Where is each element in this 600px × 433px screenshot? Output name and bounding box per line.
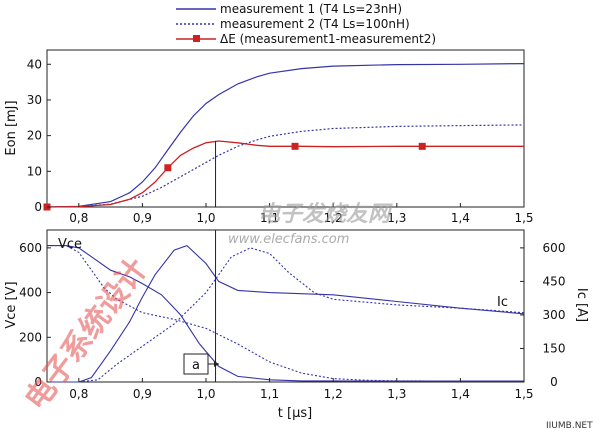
legend: measurement 1 (T4 Ls=23nH) measurement 2… [176,2,436,46]
bottom-x-tick-label: 1,1 [260,387,279,401]
bottom-y-tick-label: 0 [34,375,42,389]
bottom-panel-frame [46,229,525,383]
bottom-series-line-3 [47,244,525,383]
bottom-series-line-4 [47,247,525,383]
top-x-tick-label: 1,4 [451,211,470,225]
bottom-y-right-tick-label: 300 [543,308,566,322]
bottom-x-tick-label: 0,9 [133,387,152,401]
top-x-tick-label: 1,0 [196,211,215,225]
bottom-y-axis-label: Vce [V] [4,281,19,328]
top-series-line-2 [46,124,525,208]
legend-m1-label: measurement 1 (T4 Ls=23nH) [220,2,402,16]
bottom-series-line-2 [47,245,524,382]
top-y-tick-label: 30 [27,93,42,107]
bottom-x-tick-label: 1,4 [451,387,470,401]
top-x-tick-label: 1,2 [324,211,343,225]
top-series-marker [164,164,172,172]
bottom-x-tick-label: 1,0 [196,387,215,401]
bottom-plot [47,230,525,383]
watermark-corner: IIUMB.NET [546,421,593,431]
top-plot [43,63,525,211]
top-panel-frame [46,49,525,208]
bottom-y-tick-label: 400 [19,286,42,300]
top-y-tick-label: 0 [34,200,42,214]
top-x-tick-label: 0,9 [133,211,152,225]
bottom-x-tick-label: 1,3 [387,387,406,401]
bottom-axis-ticks: 0,8 0,9 1,0 1,1 1,2 1,3 1,4 1,5 0 200 400 600 0 150 30… [19,241,565,401]
top-x-tick-label: 0,8 [69,211,88,225]
bottom-x-axis-label: t [µs] [278,406,312,421]
vce-curve-label: Vce [58,237,82,252]
bottom-x-tick-label: 1,5 [514,387,533,401]
top-y-tick-label: 10 [27,164,42,178]
top-series-marker [418,142,426,150]
bottom-x-tick-label: 0,8 [69,387,88,401]
top-y-tick-label: 40 [27,57,42,71]
top-x-tick-label: 1,1 [260,211,279,225]
top-series-line-1 [46,63,525,208]
top-series-marker [291,142,299,150]
bottom-y-right-tick-label: 0 [550,375,558,389]
watermark-site-cn: 电子发烧友网 [258,201,393,227]
bottom-series-line-1 [47,245,524,382]
cursor-annotation-label: a [192,358,200,373]
bottom-x-tick-label: 1,2 [324,387,343,401]
legend-de-marker [193,35,200,42]
bottom-y-tick-label: 600 [19,241,42,255]
legend-m2-label: measurement 2 (T4 Ls=100nH) [220,17,410,31]
bottom-y-right-tick-label: 150 [543,341,566,355]
bottom-y-right-tick-label: 600 [543,241,566,255]
bottom-y-right-tick-label: 450 [543,274,566,288]
ic-curve-label: Ic [497,295,508,310]
bottom-y-right-axis-label: Ic [A] [574,288,589,322]
cursor-annotation: a [183,353,219,375]
watermark-site: www.elecfans.com [228,232,349,247]
top-axis-ticks: 0,8 0,9 1,0 1,1 1,2 1,3 1,4 1,5 0 10 20 30 40 [27,57,534,225]
bottom-y-tick-label: 200 [19,330,42,344]
top-y-axis-label: Eon [mJ] [4,100,19,155]
top-series-line-3 [46,140,524,208]
cursor-annotation-arrowhead [214,361,219,367]
top-y-tick-label: 20 [27,129,42,143]
legend-de-label: ΔE (measurement1-measurement2) [220,32,436,46]
top-x-tick-label: 1,3 [387,211,406,225]
top-x-tick-label: 1,5 [514,211,533,225]
